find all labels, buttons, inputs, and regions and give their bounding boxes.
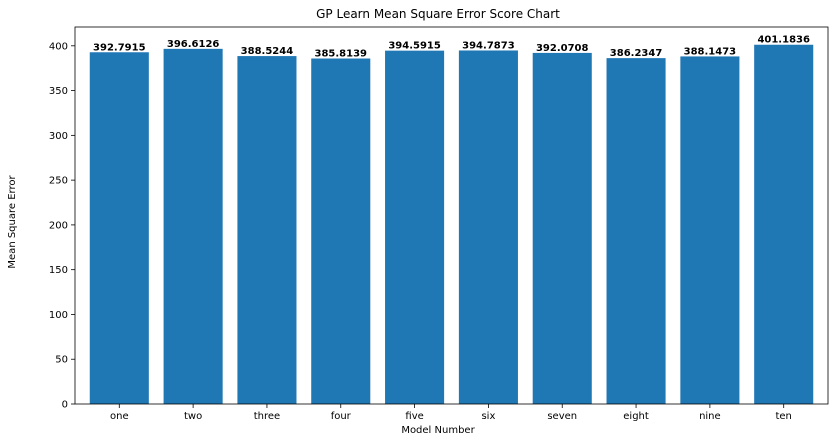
y-tick-label: 300 [49,131,68,142]
y-tick-label: 200 [49,220,68,231]
y-tick-label: 400 [49,41,68,52]
data-label-one: 392.7915 [93,42,146,53]
y-axis-ticks: 0 50 100 150 200 250 300 350 400 [49,41,75,411]
y-tick-label: 350 [49,86,68,97]
bar-four [311,58,371,404]
x-tick-label: seven [547,411,577,422]
y-tick-label: 50 [55,355,68,366]
y-tick-label: 100 [49,310,68,321]
bar-six [458,50,518,404]
data-label-four: 385.8139 [315,49,368,60]
data-label-ten: 401.1836 [757,35,810,46]
data-labels: 392.7915 396.6126 388.5244 385.8139 394.5915… [93,35,810,60]
x-tick-label: four [331,411,352,422]
bar-five [385,50,445,404]
y-axis-title: Mean Square Error [7,175,18,269]
x-axis-ticks: one two three four five six seven eight nine ten [110,404,792,422]
x-tick-label: one [110,411,129,422]
x-tick-label: ten [775,411,791,422]
bar-one [89,52,149,404]
bar-series [89,44,814,405]
data-label-eight: 386.2347 [610,48,663,59]
x-tick-label: eight [623,411,649,422]
x-axis-title: Model Number [401,425,475,436]
data-label-two: 396.6126 [167,39,220,50]
x-tick-label: five [405,411,423,422]
bar-three [237,56,297,404]
bar-eight [606,58,666,405]
x-tick-label: three [254,411,280,422]
bar-nine [680,56,740,405]
chart-title: GP Learn Mean Square Error Score Chart [316,7,560,21]
y-tick-label: 0 [62,400,68,411]
bar-two [163,48,223,405]
data-label-six: 394.7873 [462,40,515,51]
bar-ten [754,44,814,404]
plot-frame [74,26,829,405]
bar-seven [532,52,592,404]
y-tick-label: 250 [49,176,68,187]
data-label-nine: 388.1473 [684,46,737,57]
x-tick-label: nine [699,411,721,422]
data-label-five: 394.5915 [388,41,441,52]
data-label-three: 388.5244 [241,46,294,57]
y-tick-label: 150 [49,265,68,276]
x-tick-label: two [184,411,202,422]
data-label-seven: 392.0708 [536,43,589,54]
x-tick-label: six [481,411,495,422]
